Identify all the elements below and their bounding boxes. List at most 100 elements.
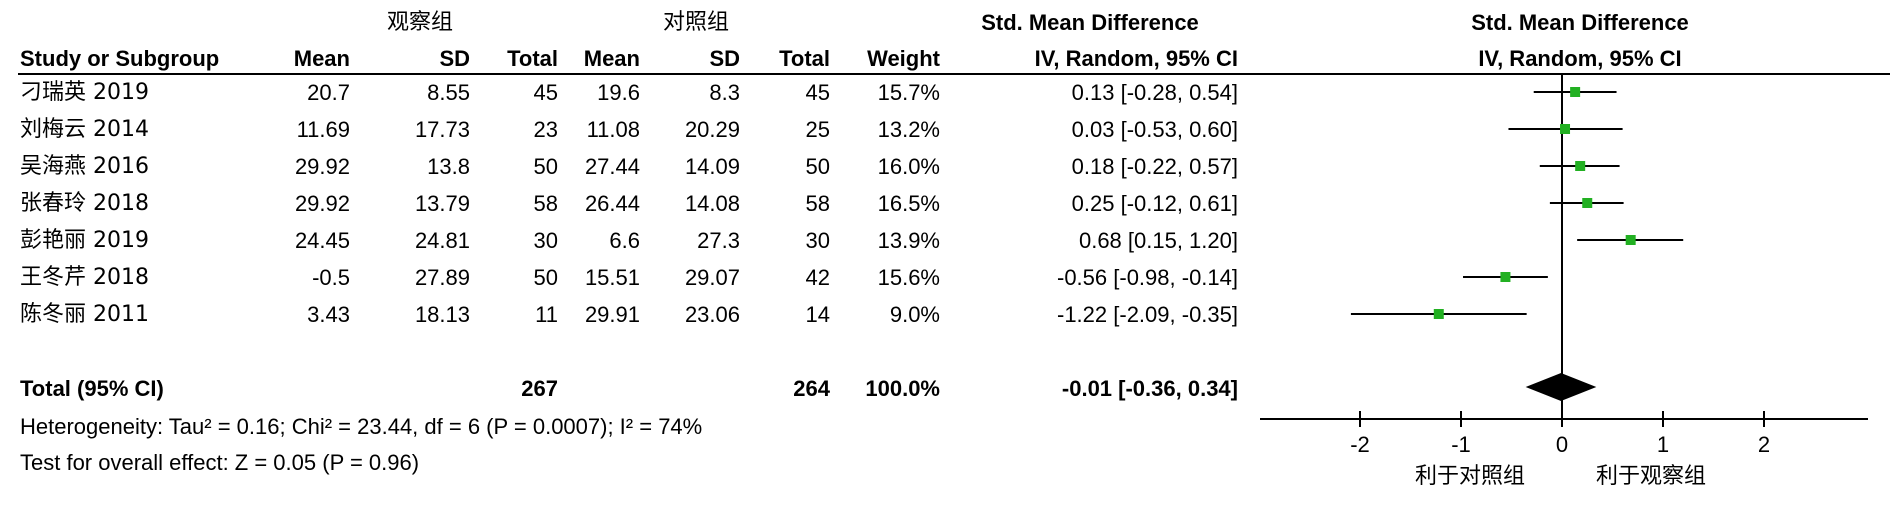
total-label: Total (95% CI) (20, 376, 164, 401)
exp-total: 58 (533, 191, 558, 216)
pooled-diamond (1525, 373, 1597, 401)
exp-mean: 29.92 (294, 154, 350, 179)
exp-mean: 3.43 (307, 302, 350, 327)
exp-sd: 13.79 (414, 191, 470, 216)
ctl-sd: 23.06 (684, 302, 740, 327)
weight: 13.9% (877, 228, 940, 253)
ctl-total: 50 (805, 154, 830, 179)
favours-experimental-label: 利于观察组 (1596, 464, 1707, 489)
favours-control-label: 利于对照组 (1415, 464, 1526, 489)
weight-header: Weight (867, 46, 940, 71)
point-estimate (1582, 198, 1593, 208)
ctl-mean: 26.44 (584, 191, 640, 216)
ctl-total: 30 (805, 228, 830, 253)
exp-total: 50 (533, 154, 558, 179)
exp-mean: 24.45 (294, 228, 350, 253)
ctl-sd: 8.3 (709, 80, 740, 105)
exp-sd: 27.89 (414, 265, 470, 290)
point-estimate (1570, 87, 1581, 97)
exp-mean: -0.5 (312, 265, 350, 290)
study-name: 吴海燕 2016 (20, 154, 149, 179)
exp-total: 23 (533, 117, 558, 142)
weight: 13.2% (877, 117, 940, 142)
ctl-total: 58 (805, 191, 830, 216)
exp-mean-header: Mean (293, 46, 350, 71)
smd-column-subtitle: IV, Random, 95% CI (1034, 46, 1238, 71)
experimental-group-label: 观察组 (386, 10, 453, 35)
study-name: 陈冬丽 2011 (20, 302, 149, 327)
smd-ci: 0.68 [0.15, 1.20] (1078, 228, 1238, 253)
exp-total: 45 (533, 80, 558, 105)
x-tick-label: 1 (1657, 432, 1669, 457)
weight: 15.7% (877, 80, 940, 105)
ctl-mean: 6.6 (609, 228, 640, 253)
ctl-sd: 14.09 (684, 154, 740, 179)
exp-total-header: Total (507, 46, 558, 71)
ctl-mean: 27.44 (584, 154, 640, 179)
ctl-total: 14 (805, 302, 830, 327)
plot-title: Std. Mean Difference (1471, 10, 1689, 35)
exp-sd-header: SD (439, 46, 470, 71)
ctl-mean: 19.6 (597, 80, 640, 105)
exp-total: 50 (533, 265, 558, 290)
ctl-total: 25 (805, 117, 830, 142)
exp-mean: 20.7 (307, 80, 350, 105)
ctl-sd: 29.07 (684, 265, 740, 290)
study-name: 刁瑞英 2019 (20, 80, 149, 105)
ctl-total: 42 (805, 265, 830, 290)
study-header: Study or Subgroup (20, 46, 220, 71)
exp-sd: 24.81 (414, 228, 470, 253)
ctl-mean-header: Mean (583, 46, 640, 71)
x-tick-label: 2 (1758, 432, 1770, 457)
weight: 16.0% (877, 154, 940, 179)
smd-ci: 0.18 [-0.22, 0.57] (1071, 154, 1238, 179)
point-estimate (1575, 161, 1586, 171)
ctl-total: 45 (805, 80, 830, 105)
plot-subtitle: IV, Random, 95% CI (1478, 46, 1682, 71)
exp-total: 30 (533, 228, 558, 253)
overall-effect-text: Test for overall effect: Z = 0.05 (P = 0… (20, 450, 420, 475)
total-ci: -0.01 [-0.36, 0.34] (1061, 376, 1238, 401)
x-tick-label: -1 (1451, 432, 1471, 457)
control-group-label: 对照组 (662, 10, 729, 35)
smd-ci: -1.22 [-2.09, -0.35] (1057, 302, 1238, 327)
ctl-sd: 14.08 (684, 191, 740, 216)
ctl-mean: 15.51 (584, 265, 640, 290)
total-exp-n: 267 (521, 376, 558, 401)
exp-mean: 29.92 (294, 191, 350, 216)
exp-mean: 11.69 (296, 117, 350, 142)
study-name: 彭艳丽 2019 (20, 228, 149, 253)
weight: 16.5% (877, 191, 940, 216)
heterogeneity-text: Heterogeneity: Tau² = 0.16; Chi² = 23.44… (20, 414, 703, 439)
study-name: 刘梅云 2014 (20, 117, 149, 142)
exp-sd: 17.73 (414, 117, 470, 142)
point-estimate (1625, 235, 1636, 245)
exp-total: 11 (535, 302, 558, 327)
ctl-mean: 29.91 (584, 302, 640, 327)
weight: 15.6% (877, 265, 940, 290)
total-weight: 100.0% (865, 376, 940, 401)
smd-ci: 0.03 [-0.53, 0.60] (1071, 117, 1238, 142)
ctl-total-header: Total (779, 46, 830, 71)
exp-sd: 18.13 (414, 302, 470, 327)
study-name: 王冬芹 2018 (20, 265, 149, 290)
smd-column-title: Std. Mean Difference (981, 10, 1199, 35)
x-tick-label: 0 (1556, 432, 1568, 457)
smd-ci: -0.56 [-0.98, -0.14] (1057, 265, 1238, 290)
total-ctl-n: 264 (793, 376, 830, 401)
study-name: 张春玲 2018 (20, 191, 149, 216)
ctl-sd: 20.29 (684, 117, 740, 142)
ctl-sd: 27.3 (697, 228, 740, 253)
exp-sd: 8.55 (427, 80, 470, 105)
ctl-mean: 11.08 (586, 117, 640, 142)
x-tick-label: -2 (1350, 432, 1370, 457)
smd-ci: 0.13 [-0.28, 0.54] (1071, 80, 1238, 105)
exp-sd: 13.8 (427, 154, 470, 179)
point-estimate (1433, 309, 1444, 319)
smd-ci: 0.25 [-0.12, 0.61] (1071, 191, 1238, 216)
ctl-sd-header: SD (709, 46, 740, 71)
point-estimate (1500, 272, 1511, 282)
weight: 9.0% (889, 302, 940, 327)
point-estimate (1560, 124, 1571, 134)
